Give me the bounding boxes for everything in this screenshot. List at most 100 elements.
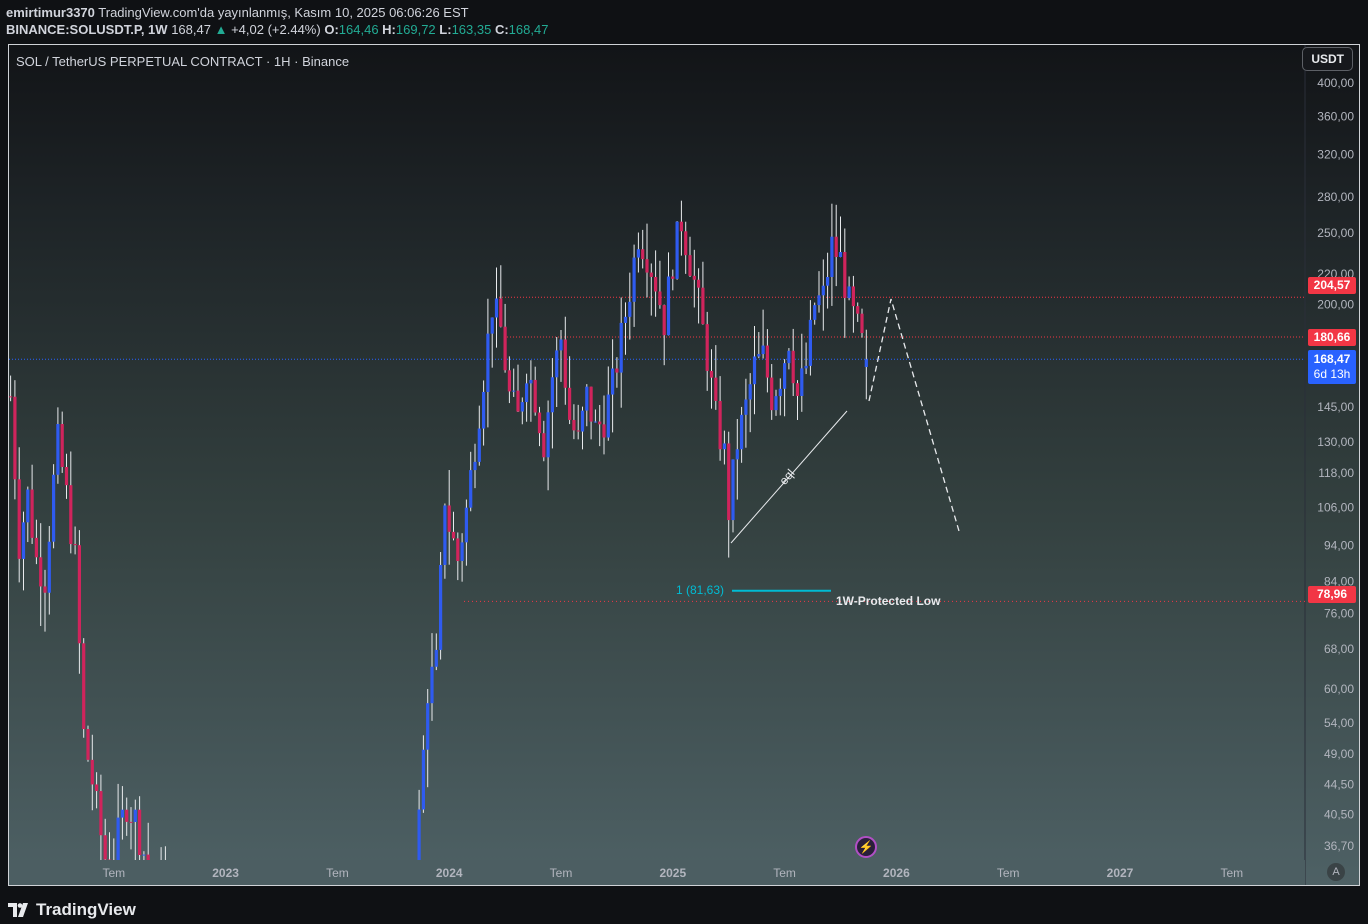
- candle-body: [142, 854, 146, 856]
- candle: [602, 395, 606, 455]
- y-tick-label: 76,00: [1324, 607, 1354, 621]
- candle: [456, 532, 460, 581]
- candle-body: [705, 324, 709, 371]
- y-tick-label: 94,00: [1324, 539, 1354, 553]
- candle: [671, 269, 675, 291]
- candle: [34, 519, 38, 565]
- up-arrow-icon: ▲: [214, 22, 228, 37]
- candle-body: [520, 402, 524, 412]
- candle-body: [430, 666, 434, 704]
- currency-button[interactable]: USDT: [1302, 47, 1353, 71]
- candle-body: [103, 835, 107, 860]
- candle-body: [787, 350, 791, 364]
- y-tick-label: 40,50: [1324, 808, 1354, 822]
- y-tick-label: 60,00: [1324, 682, 1354, 696]
- candle-body: [542, 433, 546, 458]
- candle: [520, 397, 524, 425]
- candle: [447, 470, 451, 565]
- candle-body: [456, 538, 460, 562]
- candle: [752, 325, 757, 415]
- candle-body: [482, 391, 486, 429]
- candle: [813, 302, 817, 325]
- candle: [512, 368, 516, 397]
- y-tick-label: 106,00: [1317, 500, 1354, 514]
- candle: [791, 328, 795, 396]
- candle-body: [494, 298, 499, 318]
- candle: [761, 309, 765, 359]
- x-tick-label: Tem: [997, 866, 1020, 880]
- candle: [628, 272, 632, 340]
- candle: [434, 633, 438, 671]
- candle-body: [843, 252, 847, 299]
- chart-canvas[interactable]: 400,00360,00320,00280,00250,00220,00200,…: [9, 45, 1360, 886]
- candle-body: [813, 305, 817, 320]
- candle-body: [740, 414, 744, 450]
- candle-body: [116, 817, 120, 860]
- candle-body: [602, 424, 606, 438]
- candle: [843, 228, 847, 338]
- candle: [817, 271, 821, 313]
- candle-body: [783, 363, 787, 389]
- candle: [834, 204, 838, 287]
- candle: [39, 523, 43, 626]
- candle-body: [714, 377, 718, 401]
- candle: [740, 406, 744, 463]
- candle-body: [830, 236, 834, 278]
- x-tick-label: 2023: [212, 866, 239, 880]
- price-tag-last: 168,47 6d 13h: [1308, 350, 1356, 384]
- candle-body: [125, 809, 129, 822]
- candle: [748, 373, 752, 433]
- candle: [52, 464, 56, 549]
- candle: [494, 267, 499, 348]
- candle: [417, 789, 421, 860]
- candle-body: [632, 257, 636, 302]
- y-tick-label: 130,00: [1317, 435, 1354, 449]
- candle-body: [95, 784, 99, 792]
- candle-body: [718, 400, 722, 450]
- candle: [636, 232, 640, 273]
- candle-body: [748, 384, 752, 400]
- candle-body: [43, 586, 47, 593]
- candle-body: [774, 396, 778, 411]
- candle: [718, 376, 722, 461]
- candle: [21, 511, 26, 591]
- y-tick-label: 360,00: [1317, 110, 1354, 124]
- candle: [615, 357, 619, 388]
- tradingview-logo[interactable]: TradingView: [8, 900, 136, 920]
- candle: [64, 453, 69, 499]
- candle: [593, 409, 597, 423]
- candle: [808, 300, 812, 376]
- chart-pane[interactable]: 400,00 360,00 320,00 280,00 250,00 220,00 200,…: [8, 44, 1360, 886]
- candle-body: [13, 396, 17, 480]
- candle-body: [649, 272, 653, 277]
- candle-body: [860, 313, 864, 334]
- candle-body: [851, 286, 855, 307]
- x-tick-label: Tem: [550, 866, 573, 880]
- candle-body: [576, 430, 580, 432]
- candle-body: [598, 421, 602, 425]
- candle-body: [623, 316, 628, 323]
- lightning-icon[interactable]: ⚡: [855, 836, 877, 858]
- candle-body: [619, 322, 623, 373]
- candle: [585, 384, 589, 427]
- candle: [146, 822, 150, 860]
- candle-body: [722, 443, 726, 450]
- candle: [727, 431, 731, 558]
- x-tick-label: Tem: [1220, 866, 1243, 880]
- x-tick-label: Tem: [102, 866, 125, 880]
- candle-body: [30, 489, 34, 538]
- candle-body: [826, 277, 830, 286]
- candle-body: [9, 396, 13, 398]
- candle: [125, 797, 129, 836]
- candle-body: [572, 419, 576, 431]
- candle: [800, 333, 804, 412]
- candle-body: [507, 370, 511, 392]
- candle-body: [56, 423, 60, 475]
- candle: [73, 526, 77, 555]
- candle: [469, 451, 473, 512]
- auto-scale-button[interactable]: A: [1327, 863, 1345, 881]
- candle: [856, 302, 860, 322]
- candle-body: [469, 470, 473, 508]
- candle: [516, 364, 520, 413]
- candle-body: [434, 649, 438, 667]
